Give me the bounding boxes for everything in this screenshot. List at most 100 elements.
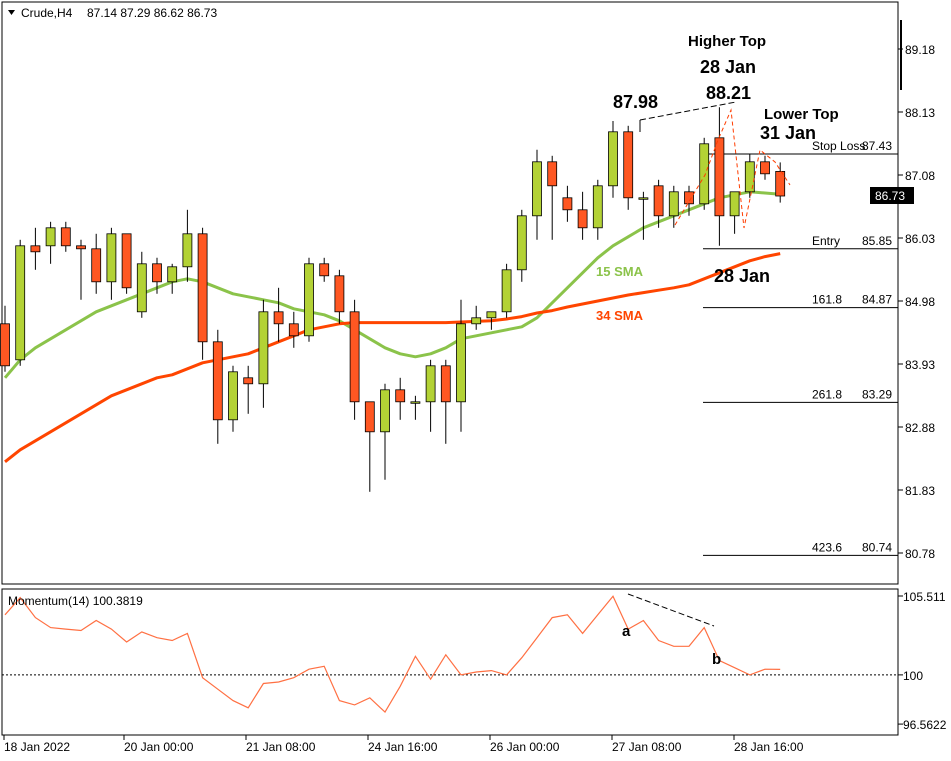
price-tick-label: 82.88	[905, 421, 935, 435]
candle-body	[623, 131, 634, 199]
candle-body	[258, 311, 269, 385]
candle-body	[288, 323, 299, 337]
tops-trendline	[639, 101, 737, 121]
level-name: 261.8	[812, 387, 842, 401]
candle-body	[273, 311, 284, 325]
momentum-a-label: a	[622, 623, 631, 640]
candlesticks	[0, 107, 786, 492]
date-28jan-label: 28 Jan	[714, 266, 770, 286]
candle-body	[592, 185, 603, 229]
level-value: 85.85	[862, 234, 892, 248]
sma-lines	[3, 190, 781, 463]
time-tick-label: 27 Jan 08:00	[612, 740, 682, 754]
wave-pattern-line	[674, 108, 791, 229]
candle-body	[653, 185, 664, 217]
price-tick-label: 83.93	[905, 358, 935, 372]
candle-body	[182, 233, 193, 268]
lower-top-date: 31 Jan	[760, 123, 816, 143]
momentum-line	[4, 595, 781, 714]
candle-body	[136, 263, 147, 313]
candle-body	[744, 161, 755, 193]
price-tick-label: 81.83	[905, 484, 935, 498]
candle-body	[668, 191, 679, 217]
candle-body	[197, 233, 208, 343]
price-tick-label: 87.08	[905, 169, 935, 183]
candle-body	[699, 143, 710, 205]
momentum-tick-label: 100	[903, 669, 923, 683]
candle-body	[106, 233, 117, 283]
level-name: Stop Loss	[812, 139, 865, 153]
symbol-label: Crude,H4	[21, 6, 73, 20]
candle-body	[410, 401, 421, 404]
time-tick-label: 18 Jan 2022	[4, 740, 70, 754]
level-value: 84.87	[862, 293, 892, 307]
current-price-label: 86.73	[875, 189, 905, 203]
level-value: 80.74	[862, 540, 892, 554]
dropdown-triangle-icon[interactable]	[8, 10, 15, 15]
candle-body	[30, 245, 41, 253]
price-axis: 89.18 88.13 87.08 86.03 84.98 83.93 82.88 81.83…	[898, 43, 935, 561]
candle-body	[0, 323, 10, 367]
candle-body	[562, 197, 573, 211]
candle-body	[152, 263, 162, 283]
price-tick-label: 88.13	[905, 106, 935, 120]
time-tick-label: 26 Jan 00:00	[490, 740, 560, 754]
candle-body	[516, 215, 527, 271]
level-name: 423.6	[812, 540, 842, 554]
candle-body	[60, 227, 71, 247]
higher-top-price: 88.21	[706, 83, 751, 103]
candle-body	[45, 227, 56, 247]
candle-body	[684, 191, 694, 205]
sma34-label: 34 SMA	[596, 308, 644, 323]
sma15-line	[3, 190, 781, 379]
candle-body	[501, 269, 512, 313]
momentum-indicator: 105.511 100 96.5622	[2, 590, 947, 732]
candle-body	[775, 170, 786, 197]
momentum-panel	[1, 588, 899, 736]
momentum-b-label: b	[712, 651, 721, 668]
time-tick-label: 20 Jan 00:00	[124, 740, 194, 754]
price-tick-label: 89.18	[905, 43, 935, 57]
candle-body	[440, 365, 451, 403]
previous-top-price: 87.98	[613, 92, 658, 112]
candle-body	[243, 377, 254, 385]
candle-body	[760, 161, 770, 175]
price-panel	[1, 1, 899, 585]
candle-body	[349, 311, 360, 403]
candle-body	[425, 365, 436, 403]
level-value: 83.29	[862, 387, 892, 401]
candle-body	[638, 197, 649, 200]
candle-body	[486, 311, 497, 319]
candle-body	[471, 317, 482, 325]
candle-body	[532, 161, 542, 217]
level-value: 87.43	[862, 139, 892, 153]
higher-top-date: 28 Jan	[700, 57, 756, 77]
price-tick-label: 84.98	[905, 295, 935, 309]
candle-body	[334, 275, 345, 313]
candle-body	[380, 389, 390, 433]
higher-top-title: Higher Top	[688, 33, 766, 50]
price-tick-label: 80.78	[905, 547, 935, 561]
level-name: 161.8	[812, 293, 842, 307]
candle-body	[76, 245, 86, 250]
time-tick-label: 21 Jan 08:00	[246, 740, 316, 754]
candle-body	[577, 209, 588, 229]
sma34-line	[4, 252, 781, 463]
ohlc-values: 87.14 87.29 86.62 86.73	[87, 6, 217, 20]
candle-body	[456, 323, 466, 403]
candle-body	[212, 341, 223, 421]
candle-body	[304, 263, 314, 337]
level-name: Entry	[812, 234, 840, 248]
candle-body	[395, 389, 406, 403]
time-tick-label: 24 Jan 16:00	[368, 740, 438, 754]
time-axis: 18 Jan 2022 20 Jan 00:00 21 Jan 08:00 24 Ja…	[3, 735, 804, 754]
candle-body	[729, 191, 740, 217]
candle-body	[714, 137, 725, 217]
candle-body	[167, 266, 178, 283]
candle-body	[15, 245, 26, 361]
sma15-label: 15 SMA	[596, 264, 644, 279]
candle-body	[121, 233, 132, 289]
